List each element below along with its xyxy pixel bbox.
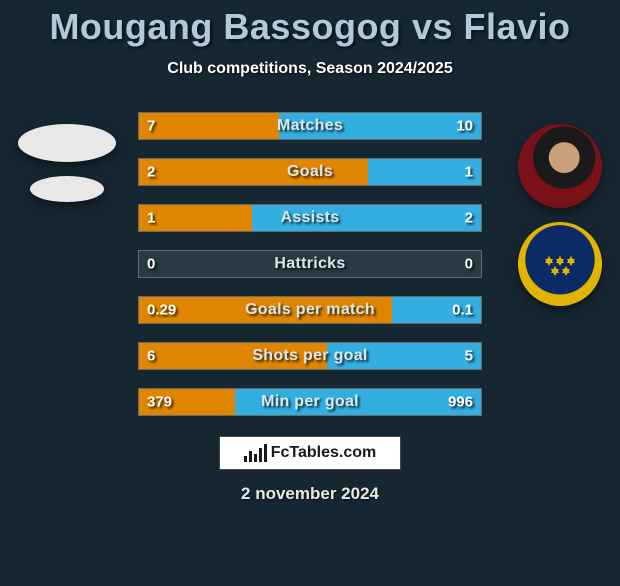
stat-value-left: 2	[147, 164, 155, 181]
left-badges	[18, 124, 116, 202]
stat-label: Hattricks	[274, 255, 345, 273]
stat-value-left: 7	[147, 118, 155, 135]
stat-bar-left	[139, 113, 279, 139]
player2-name: Flavio	[464, 6, 571, 47]
bar-chart-icon	[244, 444, 267, 462]
stat-value-right: 0	[465, 256, 473, 273]
stats-bars: Matches 7 10 Goals 2 1 Assists 1 2 Hattricks 0 0 Goa…	[138, 112, 482, 416]
stat-bar-left	[139, 159, 368, 185]
stat-value-left: 0.29	[147, 302, 176, 319]
right-club-badge	[518, 222, 602, 306]
stat-row: Shots per goal 6 5	[138, 342, 482, 370]
right-badges	[518, 124, 602, 306]
snapshot-date: 2 november 2024	[0, 484, 620, 504]
stat-row: Goals per match 0.29 0.1	[138, 296, 482, 324]
stat-value-right: 0.1	[452, 302, 473, 319]
comparison-title: Mougang Bassogog vs Flavio	[0, 6, 620, 48]
stat-value-right: 996	[448, 394, 473, 411]
stat-label: Matches	[277, 117, 343, 135]
stat-value-right: 2	[465, 210, 473, 227]
stat-value-left: 379	[147, 394, 172, 411]
stat-value-right: 1	[465, 164, 473, 181]
club-stars-icon	[544, 248, 576, 280]
stat-row: Hattricks 0 0	[138, 250, 482, 278]
fctables-logo: FcTables.com	[219, 436, 401, 470]
left-club-badge-2	[30, 176, 104, 202]
stat-row: Min per goal 379 996	[138, 388, 482, 416]
stat-value-left: 0	[147, 256, 155, 273]
stat-value-right: 10	[456, 118, 473, 135]
stat-value-left: 1	[147, 210, 155, 227]
stat-row: Assists 1 2	[138, 204, 482, 232]
player1-name: Mougang Bassogog	[49, 6, 401, 47]
stat-label: Min per goal	[261, 393, 359, 411]
stat-value-left: 6	[147, 348, 155, 365]
stat-row: Goals 2 1	[138, 158, 482, 186]
stat-label: Shots per goal	[252, 347, 367, 365]
stat-row: Matches 7 10	[138, 112, 482, 140]
stat-label: Goals	[287, 163, 333, 181]
logo-text: FcTables.com	[271, 444, 377, 462]
stat-label: Goals per match	[245, 301, 375, 319]
subtitle: Club competitions, Season 2024/2025	[0, 60, 620, 78]
right-player-photo	[518, 124, 602, 208]
left-club-badge-1	[18, 124, 116, 162]
stat-bar-left	[139, 205, 252, 231]
stat-label: Assists	[280, 209, 339, 227]
stat-value-right: 5	[465, 348, 473, 365]
vs-label: vs	[412, 6, 453, 47]
